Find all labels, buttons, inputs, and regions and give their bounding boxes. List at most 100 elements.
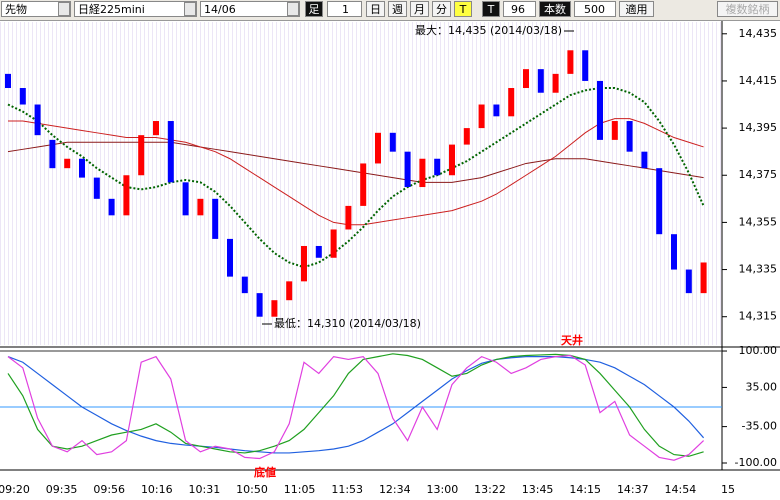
candle [5, 73, 11, 89]
candle [271, 300, 278, 317]
dropdown-arrow[interactable] [287, 2, 299, 16]
candle [153, 121, 159, 136]
moving-average [8, 118, 704, 226]
dropdown-arrow[interactable] [58, 2, 70, 16]
candle [34, 104, 41, 136]
candle [375, 132, 381, 164]
y-tick-label: 100.00 [739, 344, 778, 357]
dropdown-arrow[interactable] [184, 2, 196, 16]
candle [434, 158, 441, 176]
contract: 14/06 [204, 3, 236, 16]
x-tick-label: 10:16 [141, 483, 173, 496]
oscillator-line [7, 356, 705, 454]
candle [212, 198, 219, 239]
x-tick-label: 14:54 [665, 483, 697, 496]
count-label: 本数 [539, 1, 571, 17]
toolbar: 先物 日経225mini 14/06 足 1 日 週 月 分 T T 96 本数… [0, 0, 780, 21]
candle [301, 245, 307, 282]
x-tick-label: 13:22 [474, 483, 506, 496]
candle [345, 205, 352, 230]
x-tick-label: 11:05 [284, 483, 316, 496]
candle [523, 69, 529, 89]
candle [64, 158, 71, 169]
period-button[interactable]: 週 [388, 1, 407, 17]
x-tick-label: 12:34 [379, 483, 411, 496]
candle [508, 88, 515, 117]
candle [567, 50, 574, 74]
candle [582, 50, 589, 81]
moving-average [7, 141, 704, 183]
candle [656, 168, 663, 235]
market-select[interactable]: 先物 [1, 1, 71, 17]
y-tick-label: -100.00 [735, 456, 777, 469]
y-tick-label: 14,395 [739, 121, 778, 134]
x-tick-label: 11:53 [331, 483, 363, 496]
candle [626, 121, 633, 152]
oscillator-line [7, 354, 705, 461]
bar-value-input[interactable]: 1 [327, 1, 362, 17]
candle [671, 234, 677, 270]
x-tick-label: 13:45 [522, 483, 554, 496]
period-button[interactable]: 月 [410, 1, 429, 17]
candle [79, 158, 85, 178]
x-tick-label: 09:35 [46, 483, 78, 496]
symbol-select[interactable]: 日経225mini [74, 1, 197, 17]
period-button[interactable]: 分 [432, 1, 451, 17]
y-tick-label: 14,355 [739, 215, 778, 228]
candle [138, 135, 145, 176]
candle [241, 276, 248, 294]
candle [685, 269, 692, 294]
candle [197, 198, 204, 216]
candle [182, 182, 189, 216]
candle [700, 262, 707, 294]
x-tick-label: 15 [721, 483, 735, 496]
candle [330, 229, 337, 258]
apply-button[interactable]: 適用 [619, 1, 654, 17]
annotation: 底値 [254, 465, 276, 479]
symbol: 日経225mini [78, 3, 145, 16]
annotation: 天井 [561, 333, 583, 347]
candle [404, 151, 411, 188]
x-tick-label: 14:15 [569, 483, 601, 496]
tick-label: T [482, 1, 500, 17]
x-tick-label: 09:56 [93, 483, 125, 496]
candle [552, 73, 559, 93]
oscillator-line [7, 353, 704, 457]
candle [315, 245, 322, 258]
market: 先物 [5, 3, 27, 16]
candle [537, 69, 544, 93]
count-input[interactable]: 500 [574, 1, 616, 17]
candle [19, 88, 26, 105]
candle [49, 139, 56, 169]
candle [611, 121, 618, 140]
y-tick-label: 14,335 [739, 263, 778, 276]
period-button[interactable]: 日 [366, 1, 385, 17]
y-tick-label: 35.00 [746, 380, 778, 393]
candle [123, 175, 130, 216]
candle [256, 293, 263, 317]
y-tick-label: 14,435 [739, 27, 778, 40]
candle [419, 158, 426, 188]
multi-symbol-button[interactable]: 複数銘柄 [717, 1, 778, 17]
x-tick-label: 10:50 [236, 483, 268, 496]
bar-label: 足 [305, 1, 323, 17]
tick-input[interactable]: 96 [503, 1, 536, 17]
period-button-active[interactable]: T [454, 1, 472, 17]
candle [108, 198, 115, 216]
x-tick-label: 10:31 [189, 483, 221, 496]
candle [493, 104, 500, 117]
annotation: 最大：14,435 (2014/03/18) [415, 23, 562, 37]
candle [597, 80, 603, 140]
x-tick-label: 09:20 [0, 483, 30, 496]
annotation: 最低：14,310 (2014/03/18) [274, 317, 421, 330]
candle [463, 128, 470, 145]
contract-select[interactable]: 14/06 [200, 1, 300, 17]
y-tick-label: 14,375 [739, 168, 778, 181]
candle [478, 104, 485, 129]
candle [389, 132, 396, 152]
candle [167, 121, 174, 183]
candle [286, 281, 293, 301]
candle [93, 177, 100, 199]
